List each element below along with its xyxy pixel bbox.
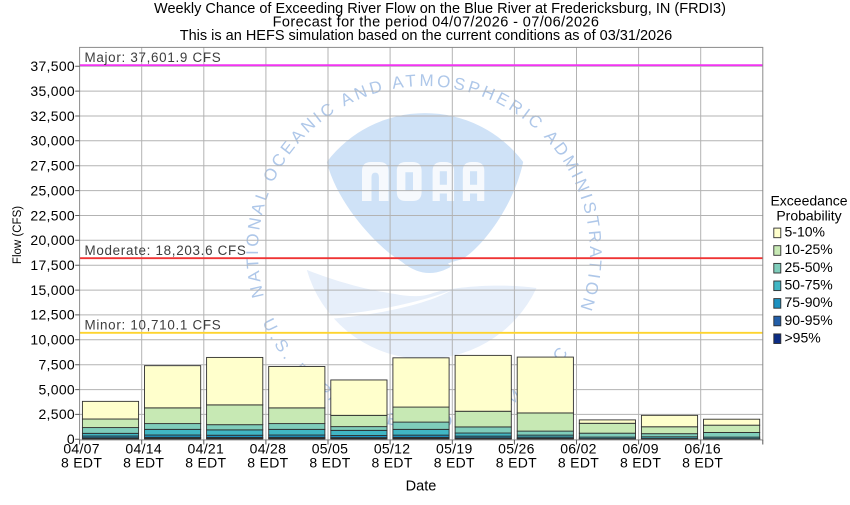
svg-text:8 EDT: 8 EDT <box>372 455 413 471</box>
svg-text:25-50%: 25-50% <box>785 259 833 275</box>
svg-text:90-95%: 90-95% <box>785 312 833 328</box>
svg-text:8 EDT: 8 EDT <box>247 455 288 471</box>
svg-text:2,500: 2,500 <box>38 406 75 422</box>
svg-text:17,500: 17,500 <box>30 257 75 273</box>
svg-text:Date: Date <box>406 478 437 494</box>
svg-text:8 EDT: 8 EDT <box>123 455 164 471</box>
svg-text:75-90%: 75-90% <box>785 294 833 310</box>
svg-text:20,000: 20,000 <box>30 232 75 248</box>
svg-text:Flow (CFS): Flow (CFS) <box>12 206 24 264</box>
svg-text:35,000: 35,000 <box>30 83 75 99</box>
svg-text:15,000: 15,000 <box>30 282 75 298</box>
svg-text:8 EDT: 8 EDT <box>61 455 102 471</box>
svg-text:5,000: 5,000 <box>38 381 75 397</box>
svg-text:10-25%: 10-25% <box>785 241 833 257</box>
svg-text:10,000: 10,000 <box>30 332 75 348</box>
svg-text:This is an HEFS simulation bas: This is an HEFS simulation based on the … <box>180 28 672 44</box>
svg-text:25,000: 25,000 <box>30 182 75 198</box>
svg-text:8 EDT: 8 EDT <box>682 455 723 471</box>
svg-text:8 EDT: 8 EDT <box>558 455 599 471</box>
svg-text:>95%: >95% <box>785 329 821 345</box>
svg-text:8 EDT: 8 EDT <box>496 455 537 471</box>
svg-text:32,500: 32,500 <box>30 108 75 124</box>
svg-text:Major: 37,601.9 CFS: Major: 37,601.9 CFS <box>85 50 222 65</box>
svg-text:37,500: 37,500 <box>30 58 75 74</box>
svg-text:50-75%: 50-75% <box>785 277 833 293</box>
svg-text:8 EDT: 8 EDT <box>620 455 661 471</box>
svg-text:8 EDT: 8 EDT <box>309 455 350 471</box>
svg-text:22,500: 22,500 <box>30 207 75 223</box>
svg-text:5-10%: 5-10% <box>785 224 825 240</box>
svg-text:27,500: 27,500 <box>30 158 75 174</box>
svg-text:30,000: 30,000 <box>30 133 75 149</box>
svg-text:12,500: 12,500 <box>30 307 75 323</box>
svg-text:Probability: Probability <box>776 208 841 224</box>
svg-text:7,500: 7,500 <box>38 357 75 373</box>
svg-text:Exceedance: Exceedance <box>770 193 847 209</box>
svg-text:Moderate: 18,203.6 CFS: Moderate: 18,203.6 CFS <box>85 243 247 258</box>
svg-text:Minor: 10,710.1 CFS: Minor: 10,710.1 CFS <box>85 318 222 333</box>
svg-text:8 EDT: 8 EDT <box>185 455 226 471</box>
svg-text:8 EDT: 8 EDT <box>434 455 475 471</box>
